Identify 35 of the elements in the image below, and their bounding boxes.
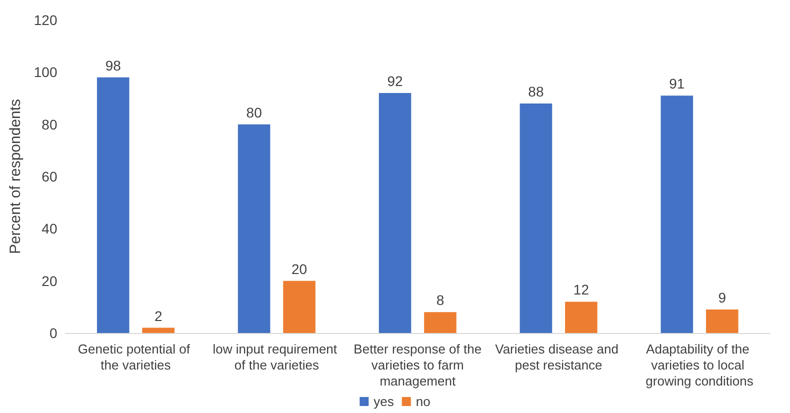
bar bbox=[660, 96, 694, 333]
y-tick-label: 120 bbox=[34, 12, 58, 28]
bar bbox=[283, 280, 316, 333]
x-tick-label: low input requirement of the varieties bbox=[212, 342, 341, 372]
data-label: 98 bbox=[105, 57, 122, 74]
y-tick-label: 40 bbox=[42, 220, 58, 237]
bar bbox=[96, 77, 130, 333]
data-label: 9 bbox=[718, 290, 726, 306]
y-tick-label: 80 bbox=[42, 116, 58, 132]
y-tick-label: 20 bbox=[42, 272, 58, 289]
y-tick-label: 60 bbox=[42, 168, 58, 184]
bar bbox=[706, 310, 738, 333]
legend-label: no bbox=[416, 394, 430, 409]
data-label: 2 bbox=[154, 308, 162, 324]
x-tick-label: Adaptability of the varieties to local growing conditions bbox=[646, 342, 754, 388]
bar bbox=[378, 93, 412, 333]
x-tick-label: Varieties disease and pest resistance bbox=[495, 342, 622, 372]
data-label: 91 bbox=[669, 76, 685, 92]
y-tick-label: 100 bbox=[34, 64, 58, 80]
y-axis-title: Percent of respondents bbox=[7, 98, 24, 254]
data-label: 20 bbox=[292, 260, 308, 277]
x-tick-label: Genetic potential of the varieties bbox=[78, 342, 194, 372]
data-label: 12 bbox=[573, 282, 590, 298]
bar bbox=[520, 103, 552, 333]
data-label: 80 bbox=[246, 104, 262, 120]
bar bbox=[565, 302, 598, 333]
bar bbox=[424, 312, 456, 333]
data-label: 92 bbox=[387, 73, 404, 90]
legend-label: yes bbox=[374, 394, 394, 409]
bar bbox=[142, 328, 174, 333]
x-tick-label: Better response of the varieties to farm management bbox=[354, 342, 482, 388]
data-label: 88 bbox=[528, 83, 544, 100]
data-label: 8 bbox=[436, 292, 444, 308]
y-tick-label: 0 bbox=[49, 325, 58, 341]
bar bbox=[238, 124, 270, 333]
